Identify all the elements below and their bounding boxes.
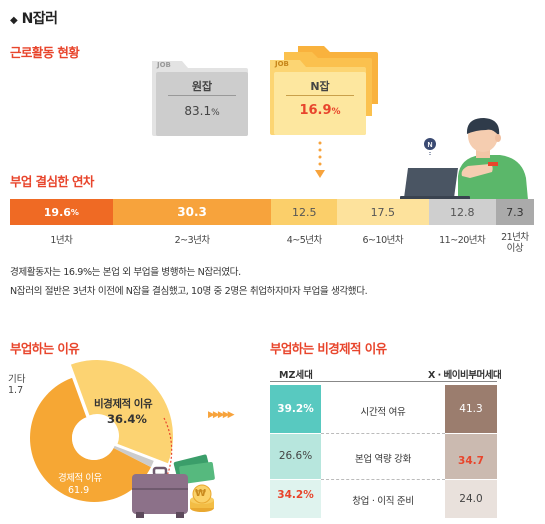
xbb-value-2: 34.7 — [458, 455, 484, 467]
main-job-value: 83.1 — [184, 104, 212, 118]
won-coin-icon: ₩ — [195, 488, 207, 499]
main-job-unit: % — [211, 108, 220, 118]
mz-cell-3 — [270, 480, 321, 518]
non-economic-value: 36.4% — [107, 412, 147, 426]
bar-segment-1: 19.6% — [10, 199, 113, 225]
folder-yellow-icon — [270, 46, 378, 135]
slice-economic — [29, 377, 151, 502]
economic-label: 경제적 이유 — [58, 473, 102, 484]
economic-value: 61.9 — [68, 485, 90, 496]
reason-label-1: 시간적 여유 — [360, 407, 406, 418]
bar-value-2: 30.3 — [177, 205, 207, 219]
year-label-5: 11~20년차 — [439, 235, 486, 246]
donut-hole — [72, 416, 116, 460]
table-top-rule — [270, 381, 497, 382]
mz-cell-1 — [270, 385, 321, 433]
xbb-cell-1 — [445, 385, 497, 433]
bar-segment-5: 12.8 — [428, 199, 496, 225]
year-label-4: 6~10년차 — [362, 235, 404, 246]
bar-segment-2: 30.3 — [112, 199, 272, 225]
slice-other — [113, 445, 154, 468]
other-value: 1.7 — [8, 385, 24, 396]
mz-cell-2 — [270, 434, 321, 479]
main-job-tag: JOB — [157, 61, 171, 69]
mz-value-1: 39.2% — [277, 403, 314, 415]
other-label: 기타 — [8, 374, 26, 385]
reasons-donut-chart — [29, 360, 173, 511]
n-job-value: 16.9 — [299, 103, 332, 118]
page-title: ◆ N잡러 — [10, 8, 58, 28]
n-job-unit: % — [331, 107, 341, 117]
bar-value-6: 7.3 — [506, 205, 524, 219]
mz-value-2: 26.6% — [278, 450, 313, 462]
main-job-folder: JOB 원잡 83.1% — [150, 58, 250, 136]
diamond-icon: ◆ — [10, 15, 18, 26]
bar-value-1: 19.6 — [43, 205, 71, 219]
summary-line-2: N잡러의 절반은 3년차 이전에 N잡을 결심했고, 10명 중 2명은 취업하… — [10, 286, 368, 297]
bar-unit-1: % — [70, 207, 79, 217]
xbb-value-1: 41.3 — [459, 403, 483, 415]
main-job-value-wrap: 83.1% — [156, 104, 248, 118]
person-laptop-illustration: N — [400, 118, 528, 200]
page-title-text: N잡러 — [21, 11, 58, 27]
arrow-right-icon: ▶▶▶▶▶ — [208, 410, 235, 420]
reason-label-2: 본업 역량 강화 — [354, 454, 412, 465]
main-job-divider — [168, 95, 236, 96]
work-status-heading: 근로활동 현황 — [10, 45, 80, 60]
dotted-arc — [139, 417, 173, 511]
years-heading: 부업 결심한 연차 — [10, 174, 94, 189]
year-label-2: 2~3년차 — [174, 235, 211, 246]
briefcase-money-illustration — [132, 454, 215, 518]
row-divider-2 — [321, 479, 445, 480]
bar-value-4: 17.5 — [370, 205, 396, 219]
arrow-down-icon — [315, 141, 325, 178]
mz-header: MZ세대 — [279, 370, 313, 381]
bar-value-3: 12.5 — [291, 205, 317, 219]
bar-segment-6: 7.3 — [495, 199, 534, 225]
summary-line-1: 경제활동자는 16.9%는 본업 외 부업을 병행하는 N잡러였다. — [10, 267, 241, 278]
slice-non-economic — [70, 360, 173, 464]
xbb-cell-3 — [445, 480, 497, 518]
year-label-1: 1년차 — [50, 235, 73, 246]
xbb-value-3: 24.0 — [459, 493, 483, 505]
xbb-cell-2 — [445, 434, 497, 479]
n-job-label: N잡 — [310, 80, 330, 93]
years-stacked-bar: 19.6% 30.3 12.5 17.5 12.8 7.3 — [10, 199, 534, 225]
mz-value-3: 34.2% — [277, 489, 314, 501]
main-job-label: 원잡 — [191, 80, 213, 93]
n-job-value-wrap: 16.9% — [274, 103, 366, 118]
bar-segment-3: 12.5 — [271, 199, 337, 225]
svg-text:N: N — [427, 142, 432, 149]
non-economic-label: 비경제적 이유 — [94, 398, 153, 410]
folder-gray-icon — [152, 61, 248, 136]
bar-segment-4: 17.5 — [336, 199, 429, 225]
non-economic-heading: 부업하는 비경제적 이유 — [270, 341, 387, 356]
row-divider-1 — [321, 433, 445, 434]
xbb-header: X · 베이비부머세대 — [428, 370, 502, 381]
n-job-divider — [286, 95, 354, 96]
n-job-folder: JOB N잡 16.9% — [268, 44, 384, 136]
year-label-3: 4~5년차 — [286, 235, 323, 246]
reason-label-3: 창업 · 이직 준비 — [352, 496, 414, 507]
year-label-6: 21년차 이상 — [501, 232, 529, 254]
reasons-heading: 부업하는 이유 — [10, 341, 80, 356]
bar-value-5: 12.8 — [449, 205, 475, 219]
n-job-tag: JOB — [275, 60, 289, 68]
